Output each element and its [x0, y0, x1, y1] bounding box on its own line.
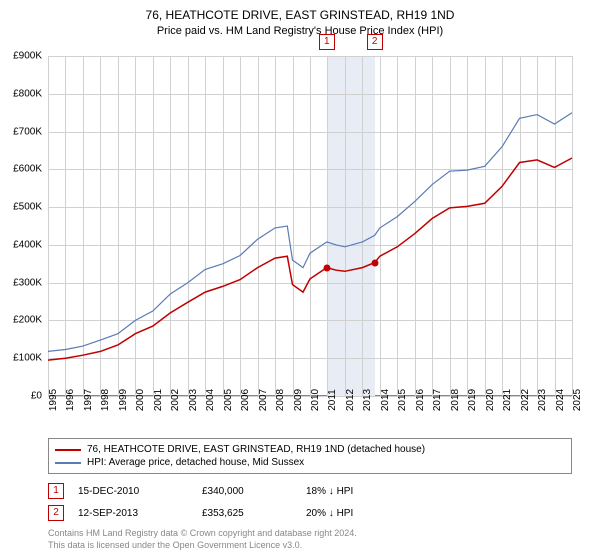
x-axis-tick: 2022: [520, 389, 531, 411]
y-axis-tick: £600K: [13, 164, 42, 175]
chart-subtitle: Price paid vs. HM Land Registry's House …: [0, 22, 600, 37]
x-axis-tick: 2006: [240, 389, 251, 411]
x-axis-tick: 2020: [485, 389, 496, 411]
y-axis-tick: £200K: [13, 315, 42, 326]
credit-line-2: This data is licensed under the Open Gov…: [48, 540, 572, 552]
legend-box: 76, HEATHCOTE DRIVE, EAST GRINSTEAD, RH1…: [48, 438, 572, 474]
event-row-2: 2 12-SEP-2013 £353,625 20% ↓ HPI: [48, 502, 572, 524]
y-axis-tick: £300K: [13, 277, 42, 288]
x-axis-tick: 2016: [415, 389, 426, 411]
x-axis-tick: 2004: [205, 389, 216, 411]
y-axis-tick: £800K: [13, 88, 42, 99]
x-axis-tick: 2007: [258, 389, 269, 411]
event-marker-2: 2: [48, 505, 64, 521]
x-axis-tick: 2014: [380, 389, 391, 411]
legend-label-hpi: HPI: Average price, detached house, Mid …: [87, 457, 304, 468]
y-axis-tick: £700K: [13, 126, 42, 137]
y-axis-tick: £100K: [13, 353, 42, 364]
event-dot-2: [371, 259, 378, 266]
x-axis-tick: 2017: [432, 389, 443, 411]
event-marker-1: 1: [48, 483, 64, 499]
x-axis-tick: 2015: [397, 389, 408, 411]
x-axis-tick: 2008: [275, 389, 286, 411]
x-axis-tick: 2002: [170, 389, 181, 411]
x-axis-tick: 1997: [83, 389, 94, 411]
x-axis-tick: 2009: [293, 389, 304, 411]
x-axis-tick: 2003: [188, 389, 199, 411]
x-axis-tick: 2025: [572, 389, 583, 411]
event-price-2: £353,625: [202, 508, 292, 519]
y-axis-tick: £400K: [13, 239, 42, 250]
y-axis-tick: £900K: [13, 51, 42, 62]
x-axis-tick: 1998: [100, 389, 111, 411]
chart-title: 76, HEATHCOTE DRIVE, EAST GRINSTEAD, RH1…: [0, 0, 600, 22]
legend-item-price-paid: 76, HEATHCOTE DRIVE, EAST GRINSTEAD, RH1…: [55, 443, 565, 456]
legend-label-price-paid: 76, HEATHCOTE DRIVE, EAST GRINSTEAD, RH1…: [87, 444, 425, 455]
event-marker-box-1: 1: [319, 34, 335, 50]
event-price-1: £340,000: [202, 486, 292, 497]
x-axis-tick: 2021: [502, 389, 513, 411]
x-axis-tick: 2018: [450, 389, 461, 411]
x-axis-tick: 2024: [555, 389, 566, 411]
x-axis-tick: 2010: [310, 389, 321, 411]
legend-swatch-hpi: [55, 462, 81, 464]
gridline-vertical: [572, 56, 573, 396]
event-date-1: 15-DEC-2010: [78, 486, 188, 497]
event-diff-2: 20% ↓ HPI: [306, 508, 416, 519]
event-marker-box-2: 2: [367, 34, 383, 50]
event-row-1: 1 15-DEC-2010 £340,000 18% ↓ HPI: [48, 480, 572, 502]
x-axis-tick: 2019: [467, 389, 478, 411]
x-axis-tick: 1996: [65, 389, 76, 411]
legend-item-hpi: HPI: Average price, detached house, Mid …: [55, 456, 565, 469]
event-date-2: 12-SEP-2013: [78, 508, 188, 519]
x-axis-tick: 2000: [135, 389, 146, 411]
event-diff-1: 18% ↓ HPI: [306, 486, 416, 497]
y-axis-tick: £0: [31, 391, 42, 402]
event-dot-1: [323, 264, 330, 271]
legend-swatch-price-paid: [55, 449, 81, 451]
x-axis-tick: 2005: [223, 389, 234, 411]
x-axis-tick: 2023: [537, 389, 548, 411]
series-line-hpi: [48, 113, 572, 352]
credit-line-1: Contains HM Land Registry data © Crown c…: [48, 524, 572, 540]
x-axis-tick: 2012: [345, 389, 356, 411]
x-axis-tick: 1999: [118, 389, 129, 411]
chart-plot-area: 12 £0£100K£200K£300K£400K£500K£600K£700K…: [48, 56, 572, 396]
chart-lines: [48, 56, 572, 396]
y-axis-tick: £500K: [13, 202, 42, 213]
series-line-price_paid: [48, 158, 572, 360]
x-axis-tick: 2001: [153, 389, 164, 411]
x-axis-tick: 2013: [362, 389, 373, 411]
x-axis-tick: 1995: [48, 389, 59, 411]
x-axis-tick: 2011: [327, 389, 338, 411]
